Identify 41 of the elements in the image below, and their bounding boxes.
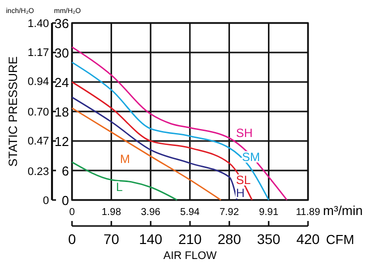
line-series xyxy=(71,107,222,201)
y2-tick-label: 36 xyxy=(54,16,69,31)
x-tick-label: 0 xyxy=(69,207,76,218)
y-tick-label: 1.17 xyxy=(28,47,49,60)
line-series xyxy=(71,161,178,201)
y-tick-label: 0.23 xyxy=(28,166,49,178)
y2-tick-label: 18 xyxy=(54,104,69,120)
x2-tick-label: 420 xyxy=(296,231,320,247)
y2-tick-label: 30 xyxy=(54,46,69,60)
series-label: M xyxy=(120,152,130,166)
y2-tick-label: 24 xyxy=(54,75,69,90)
x-tick-label: 1.98 xyxy=(102,207,122,218)
x-tick-label: 5.94 xyxy=(180,207,200,218)
series-label: L xyxy=(116,180,123,194)
y2-tick-label: 12 xyxy=(54,134,69,149)
y-tick-label: 1.40 xyxy=(28,18,49,30)
text: m³/min xyxy=(323,203,363,218)
x-tick-label: 7.92 xyxy=(219,207,240,218)
x-axis-title: AIR FLOW xyxy=(163,250,218,262)
y2-tick-label: 0 xyxy=(62,193,69,208)
x2-tick-label: 210 xyxy=(178,231,202,247)
x-tick-label: 11.89 xyxy=(296,207,321,218)
x2-tick-label: 280 xyxy=(218,231,242,247)
line-series xyxy=(71,46,288,201)
series-label: SH xyxy=(236,126,253,140)
y-tick-label: 0.70 xyxy=(28,106,49,118)
x2-tick-label: 0 xyxy=(68,231,76,247)
x2-tick-label: 350 xyxy=(256,231,281,247)
line-series xyxy=(71,96,238,201)
x-tick-label: 9.91 xyxy=(258,207,279,218)
line-series xyxy=(71,62,270,201)
y2-tick-label: 6 xyxy=(62,164,69,178)
y-tick-label: 0.94 xyxy=(28,76,49,88)
series-label: H xyxy=(236,186,245,200)
y-tick-label: 0.47 xyxy=(28,136,49,148)
x2-tick-label: 70 xyxy=(104,231,120,247)
y-axis-title: STATIC PRESSURE xyxy=(6,56,20,167)
x-tick-label: 3.96 xyxy=(140,207,161,218)
text: CFM xyxy=(326,232,354,247)
x2-tick-label: 140 xyxy=(138,231,163,247)
y-tick-label: 0 xyxy=(42,195,49,207)
